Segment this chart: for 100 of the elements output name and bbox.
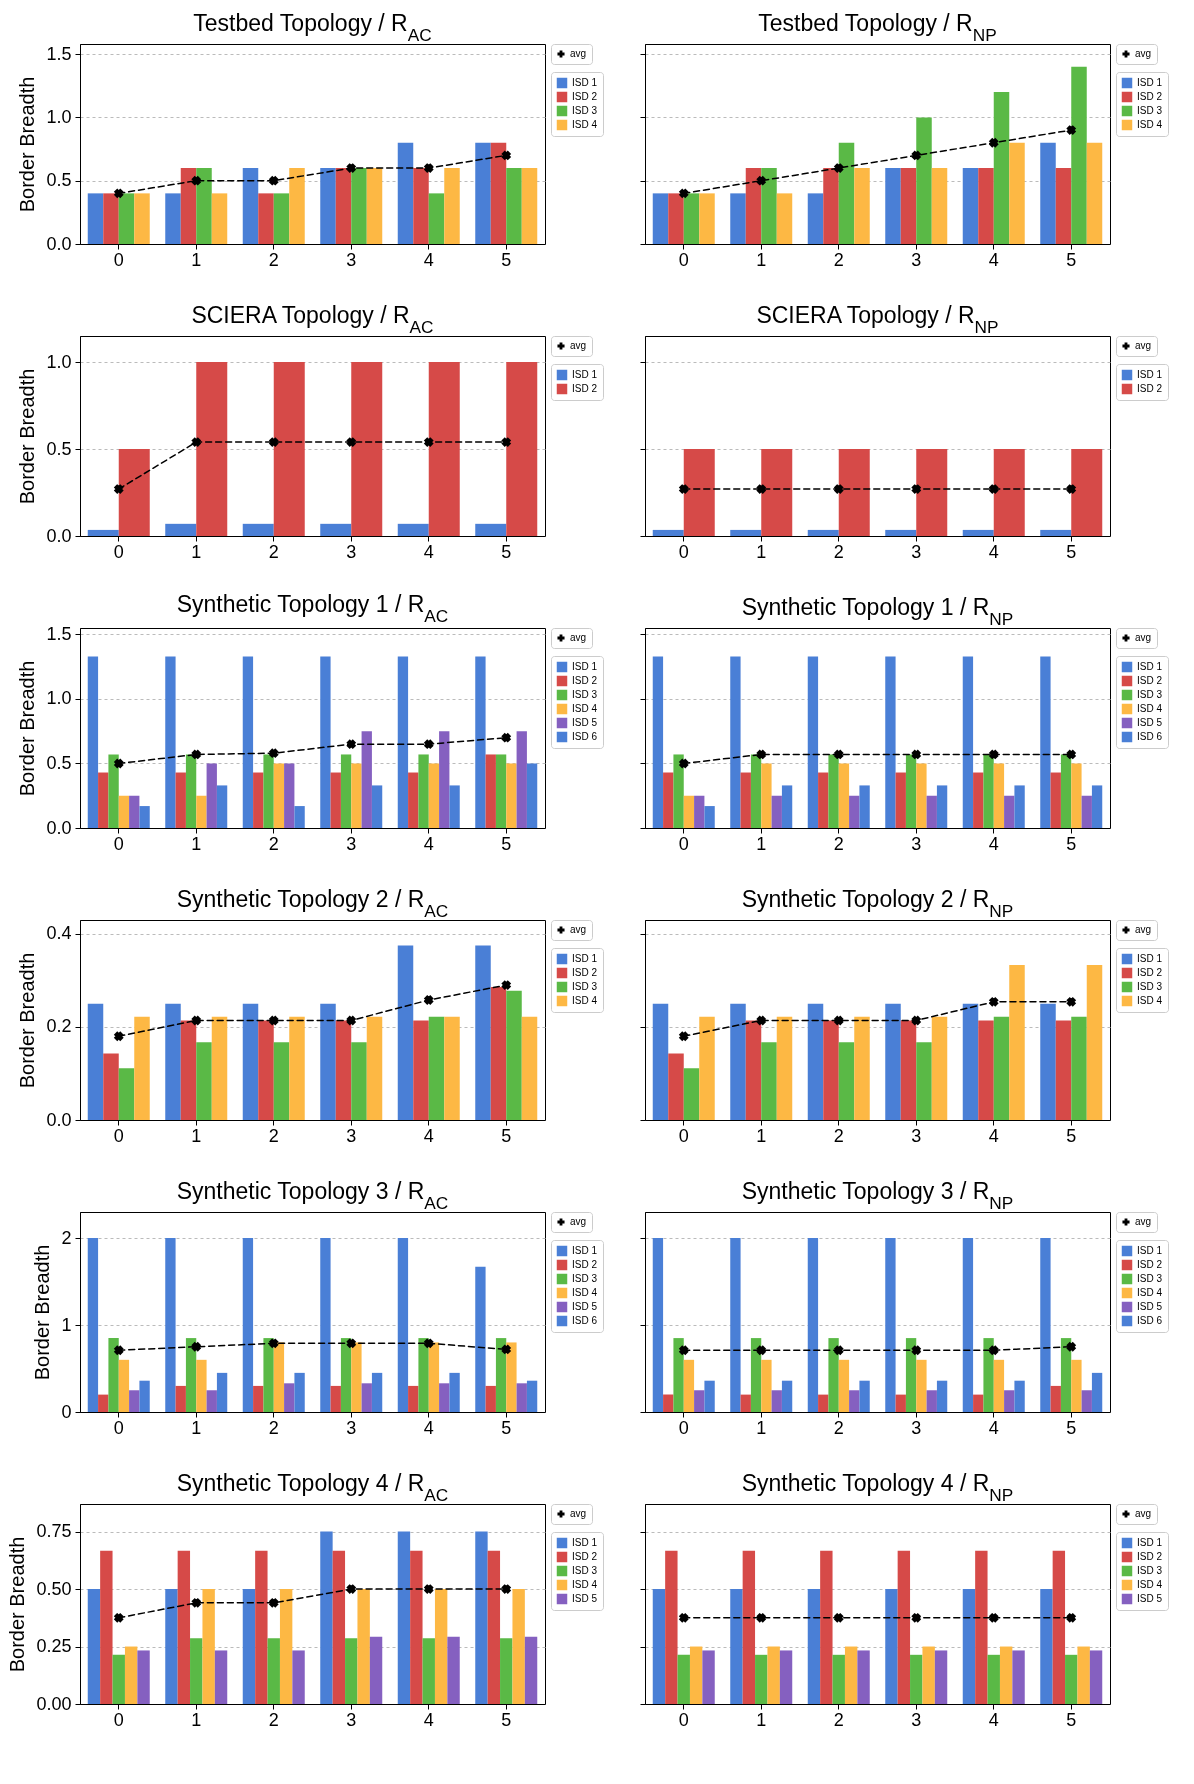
bar — [289, 168, 305, 244]
bar — [931, 1016, 948, 1120]
legend-label: avg — [570, 1216, 587, 1227]
bar — [1012, 1650, 1025, 1704]
point — [269, 1598, 279, 1608]
bar — [87, 193, 104, 244]
bar — [993, 1359, 1005, 1412]
point — [191, 176, 201, 186]
bar — [905, 1338, 917, 1412]
legend-label: ISD 2 — [572, 91, 598, 102]
legend-label: ISD 1 — [572, 77, 598, 88]
bar — [683, 193, 700, 244]
x-tick-label: 0 — [113, 1709, 124, 1730]
legend-label: ISD 1 — [1137, 661, 1163, 672]
x-tick-label: 2 — [833, 249, 844, 270]
x-tick-label: 3 — [911, 1709, 922, 1730]
y-axis-title: Border Breadth — [16, 952, 39, 1089]
point — [424, 1584, 434, 1594]
y-tick-label: 0.2 — [46, 1016, 72, 1037]
bar — [885, 656, 896, 828]
bar — [652, 1238, 664, 1412]
bar — [704, 1380, 715, 1412]
bar — [1071, 763, 1082, 828]
bar — [828, 1338, 839, 1412]
bar — [1040, 1589, 1053, 1704]
legend-label: avg — [570, 632, 587, 643]
point — [756, 176, 766, 186]
point — [346, 1015, 356, 1025]
bar — [108, 1338, 119, 1412]
bar — [87, 1589, 101, 1704]
bar — [258, 1020, 274, 1120]
bar — [1089, 1650, 1103, 1704]
bar — [776, 193, 793, 244]
chart-title: Synthetic Topology 1 / R$_{NP}$ — [741, 593, 1014, 629]
bar — [838, 142, 855, 244]
bar — [761, 168, 777, 244]
bar — [284, 1383, 295, 1412]
bar — [273, 1342, 285, 1412]
x-tick-label: 0 — [678, 1709, 689, 1730]
point — [989, 138, 999, 148]
bar — [413, 1020, 429, 1120]
y-tick-label: 1.0 — [46, 106, 72, 127]
bar — [885, 1238, 896, 1412]
legend-label: ISD 5 — [572, 717, 598, 728]
bar — [823, 1020, 839, 1120]
bar — [916, 117, 932, 244]
bar — [823, 168, 839, 244]
x-tick-label: 4 — [988, 1709, 999, 1730]
bar — [807, 1003, 824, 1120]
x-tick-label: 0 — [678, 1125, 689, 1146]
point — [424, 739, 434, 749]
bar — [320, 1238, 331, 1412]
y-tick-label: 0.75 — [36, 1521, 72, 1542]
legend-label: ISD 6 — [572, 1315, 598, 1326]
bar — [320, 1003, 336, 1120]
bar — [1040, 1238, 1051, 1412]
legend-label: avg — [570, 340, 587, 351]
legend-label: ISD 1 — [572, 661, 598, 672]
bar — [983, 1338, 994, 1412]
x-tick-label: 3 — [911, 1125, 922, 1146]
bar — [761, 763, 772, 828]
bar — [1009, 965, 1025, 1120]
legend-label: ISD 3 — [572, 1273, 598, 1284]
bar — [118, 1068, 135, 1120]
bar — [371, 1372, 383, 1412]
bar — [87, 1238, 99, 1412]
x-tick-label: 3 — [911, 249, 922, 270]
bar — [242, 1589, 256, 1704]
bar — [422, 1638, 435, 1704]
bar — [905, 754, 917, 828]
bar — [139, 806, 150, 828]
bar — [320, 523, 352, 536]
bar — [87, 1003, 104, 1120]
bar — [366, 168, 383, 244]
bar — [828, 754, 839, 828]
bar — [177, 1550, 191, 1704]
bar — [526, 763, 538, 828]
bar — [730, 1003, 746, 1120]
bar — [962, 1238, 974, 1412]
x-tick-label: 0 — [113, 1417, 124, 1438]
bar — [490, 142, 507, 244]
bar — [434, 1589, 448, 1704]
chart-title: Testbed Topology / R$_{AC}$ — [193, 9, 432, 45]
point — [424, 163, 434, 173]
bar — [428, 1016, 445, 1120]
x-tick-label: 3 — [346, 541, 357, 562]
x-tick-label: 0 — [678, 1417, 689, 1438]
bar — [475, 1531, 488, 1704]
legend-label: ISD 4 — [572, 1579, 598, 1590]
bar — [1065, 1654, 1078, 1704]
bar — [216, 785, 228, 828]
x-tick-label: 2 — [833, 541, 844, 562]
bar — [134, 193, 150, 244]
x-tick-label: 4 — [988, 249, 999, 270]
bar — [818, 772, 829, 828]
point — [501, 1344, 511, 1354]
bar — [820, 1550, 833, 1704]
bar — [663, 772, 674, 828]
bar — [512, 1589, 525, 1704]
legend-label: ISD 1 — [1137, 77, 1163, 88]
